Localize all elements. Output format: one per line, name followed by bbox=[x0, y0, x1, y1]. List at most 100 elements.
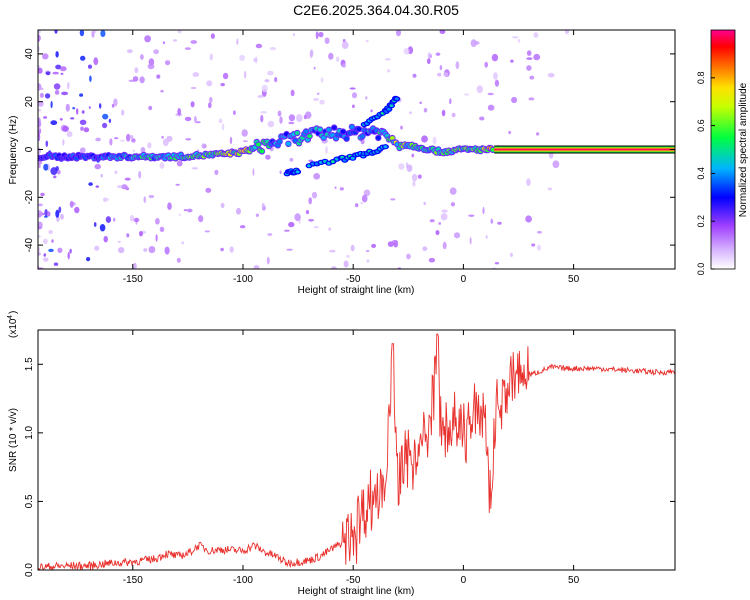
heatmap-speckle bbox=[132, 76, 139, 82]
y-tick-label: 1.0 bbox=[24, 425, 35, 439]
snr-x-ticks: -150 -100 -50 0 50 bbox=[123, 330, 580, 586]
heatmap-speckle bbox=[423, 108, 428, 113]
heatmap-speckle bbox=[121, 184, 128, 190]
heatmap-branch-core bbox=[295, 170, 300, 174]
heatmap-speckle bbox=[406, 253, 411, 260]
heatmap-speckle bbox=[66, 131, 73, 138]
heatmap-trace-core bbox=[317, 127, 323, 132]
heatmap-trace-core bbox=[349, 124, 355, 129]
heatmap-speckle bbox=[411, 173, 418, 182]
x-tick-label: -100 bbox=[233, 575, 253, 586]
heatmap-speckle bbox=[159, 226, 165, 232]
heatmap-speckle bbox=[494, 79, 499, 87]
x-tick-label: 50 bbox=[568, 575, 580, 586]
heatmap-speckle bbox=[390, 198, 396, 201]
heatmap-speckle bbox=[400, 125, 403, 130]
x-tick-label: -50 bbox=[346, 274, 361, 285]
heatmap-speckle bbox=[67, 252, 70, 260]
x-tick-label: -50 bbox=[346, 575, 361, 586]
heatmap-speckle bbox=[201, 143, 205, 148]
heatmap-speckle bbox=[38, 108, 42, 112]
heatmap-speckle bbox=[328, 52, 334, 60]
heatmap-speckle bbox=[308, 218, 315, 222]
heatmap-speckle bbox=[70, 117, 75, 120]
heatmap-speckle bbox=[79, 119, 87, 126]
heatmap-speckle bbox=[131, 138, 136, 143]
snr-y-ticks: 0.0 0.5 1.0 1.5 bbox=[24, 357, 675, 577]
heatmap-speckle bbox=[453, 232, 461, 239]
heatmap-speckle bbox=[365, 40, 369, 43]
y-tick-label: 0 bbox=[24, 146, 35, 152]
heatmap-speckle bbox=[93, 57, 99, 66]
heatmap-speckle bbox=[65, 103, 70, 112]
heatmap-branch-core bbox=[330, 160, 335, 164]
heatmap-x-label: Height of straight line (km) bbox=[298, 285, 415, 296]
heatmap-speckle bbox=[126, 233, 130, 238]
heatmap-speckle bbox=[38, 160, 42, 165]
heatmap-speckle bbox=[537, 244, 541, 251]
heatmap-speckle bbox=[132, 149, 135, 152]
heatmap-speckle bbox=[267, 70, 274, 76]
heatmap-speckle bbox=[361, 194, 368, 203]
heatmap-speckle bbox=[342, 63, 346, 68]
heatmap-speckle bbox=[56, 169, 61, 175]
heatmap-speckle bbox=[140, 147, 146, 154]
y-tick-label: 0.0 bbox=[24, 563, 35, 577]
heatmap-trace-core bbox=[390, 136, 395, 141]
colorbar-tick-label: 0.2 bbox=[696, 215, 706, 228]
heatmap-speckle bbox=[43, 253, 47, 257]
heatmap-speckle bbox=[428, 257, 436, 263]
heatmap-speckle bbox=[484, 61, 489, 68]
heatmap-speckle bbox=[547, 187, 552, 191]
heatmap-speckle bbox=[289, 157, 294, 162]
heatmap-speckle bbox=[91, 30, 95, 38]
heatmap-speckle bbox=[100, 30, 106, 38]
heatmap-speckle bbox=[236, 38, 239, 45]
heatmap-speckle bbox=[38, 235, 41, 238]
heatmap-speckle bbox=[38, 87, 44, 91]
heatmap-speckle bbox=[209, 96, 213, 103]
heatmap-speckle bbox=[38, 30, 41, 34]
heatmap-speckle bbox=[148, 105, 153, 111]
heatmap-speckle bbox=[253, 264, 260, 269]
heatmap-speckle bbox=[114, 137, 119, 140]
heatmap-speckle bbox=[296, 114, 303, 123]
heatmap-speckle bbox=[360, 202, 364, 205]
heatmap-panel: -150 -100 -50 0 50 -40 -20 0 20 40 Height of str… bbox=[8, 29, 676, 296]
heatmap-speckle bbox=[143, 196, 147, 204]
heatmap-speckle bbox=[38, 34, 41, 42]
heatmap-speckle bbox=[172, 39, 177, 42]
heatmap-speckle bbox=[192, 72, 200, 77]
heatmap-speckle bbox=[432, 136, 437, 145]
snr-scale-close: ) bbox=[8, 311, 19, 314]
heatmap-speckle bbox=[371, 243, 377, 248]
heatmap-speckle bbox=[365, 96, 368, 100]
heatmap-speckle bbox=[178, 213, 181, 217]
heatmap-speckle bbox=[184, 47, 191, 50]
heatmap-trace-core bbox=[294, 131, 300, 135]
heatmap-speckle bbox=[209, 53, 213, 61]
heatmap-speckle bbox=[191, 167, 199, 170]
heatmap-speckle bbox=[313, 66, 316, 70]
heatmap-speckle bbox=[470, 39, 477, 47]
y-tick-label: 1.5 bbox=[24, 357, 35, 371]
heatmap-speckle bbox=[118, 247, 125, 254]
heatmap-speckle bbox=[50, 101, 53, 109]
heatmap-speckle bbox=[236, 207, 241, 215]
heatmap-speckle bbox=[257, 95, 264, 98]
heatmap-speckle bbox=[109, 138, 113, 146]
colorbar-gradient bbox=[710, 29, 736, 270]
heatmap-speckle bbox=[126, 49, 133, 54]
heatmap-speckle bbox=[304, 111, 312, 119]
heatmap-speckle bbox=[69, 200, 74, 208]
heatmap-speckle bbox=[208, 102, 212, 109]
heatmap-speckle bbox=[40, 192, 45, 197]
heatmap-speckle bbox=[124, 177, 131, 181]
heatmap-speckle bbox=[324, 37, 330, 44]
y-tick-label: -20 bbox=[24, 190, 35, 205]
heatmap-speckle bbox=[93, 30, 97, 34]
heatmap-speckle bbox=[308, 159, 314, 162]
heatmap-branch-core bbox=[386, 107, 391, 111]
snr-x-label: Height of straight line (km) bbox=[298, 586, 415, 597]
heatmap-speckle bbox=[351, 104, 355, 109]
